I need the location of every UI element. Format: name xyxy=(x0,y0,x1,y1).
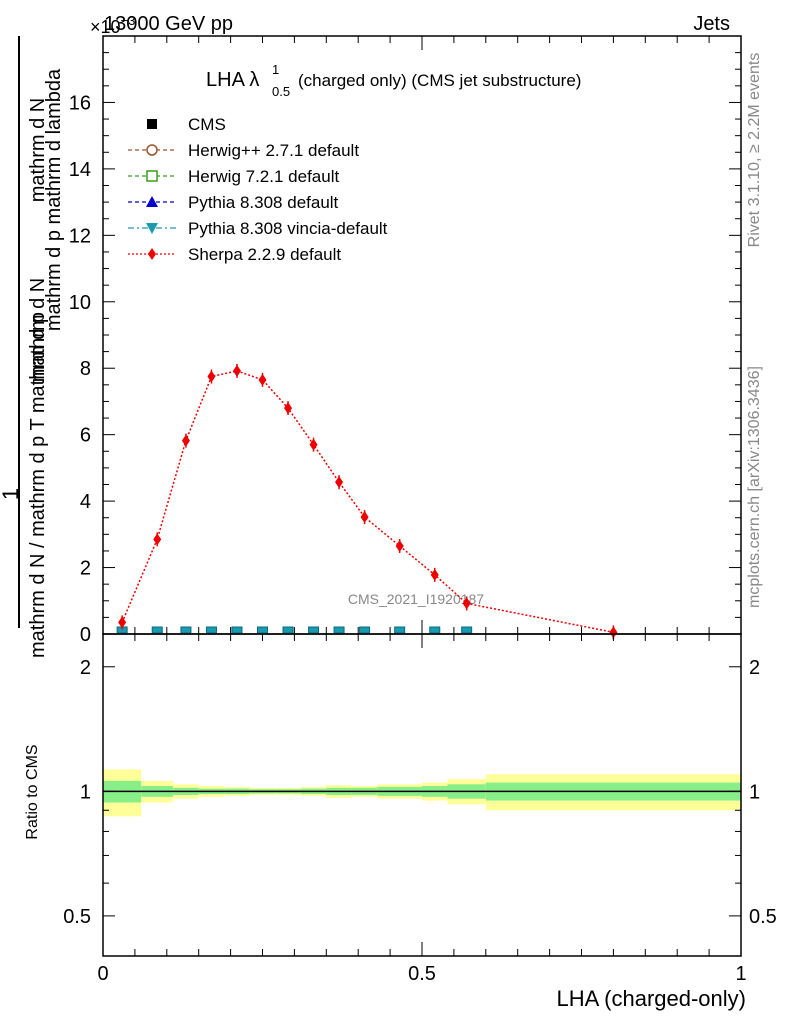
ratio-y-tick-label-right: 0.5 xyxy=(749,906,777,928)
sherpa-point xyxy=(430,568,439,581)
sherpa-point xyxy=(284,402,293,415)
mc-marker xyxy=(282,626,294,634)
legend-label: Herwig 7.2.1 default xyxy=(188,167,339,186)
y-tick-label: 4 xyxy=(80,491,91,513)
ratio-y-tick-label: 1 xyxy=(80,781,91,803)
mc-marker xyxy=(257,626,268,634)
legend-marker xyxy=(147,119,157,129)
sherpa-line xyxy=(121,370,614,634)
y-tick-label: 10 xyxy=(69,292,91,314)
plot-title-sup: 1 xyxy=(272,62,279,77)
ratio-y-label: Ratio to CMS xyxy=(24,744,41,839)
header-left: 13000 GeV pp xyxy=(104,13,233,35)
y-axis-label: 1 mathrm d N mathrm d p mathrm d lambda … xyxy=(0,36,65,658)
mc-marker xyxy=(333,626,345,634)
plot-title-rest: (charged only) (CMS jet substructure) xyxy=(298,71,581,90)
mc-marker xyxy=(429,626,441,634)
legend-label: Pythia 8.308 default xyxy=(188,193,339,212)
watermark: CMS_2021_I1920187 xyxy=(348,591,484,607)
legend-label: Herwig++ 2.7.1 default xyxy=(188,141,359,160)
sherpa-point xyxy=(232,364,241,377)
header-right: Jets xyxy=(693,13,730,35)
y-tick-label: 12 xyxy=(69,225,91,247)
sherpa-point xyxy=(609,626,618,639)
y-label-denominator-top: mathrm d N xyxy=(27,278,49,382)
sherpa-point xyxy=(258,373,267,386)
legend-item: Herwig 7.2.1 default xyxy=(128,167,339,186)
sherpa-point xyxy=(395,539,404,552)
legend-marker xyxy=(146,196,158,207)
ratio-y-tick-label: 2 xyxy=(80,657,91,679)
y-tick-label: 0 xyxy=(80,624,91,646)
y-label-top-numerator: mathrm d N xyxy=(27,98,49,202)
legend-marker xyxy=(146,223,158,234)
x-tick-label: 1 xyxy=(735,963,746,985)
y-tick-label: 14 xyxy=(69,159,91,181)
legend-item: Sherpa 2.2.9 default xyxy=(128,245,341,264)
y-multiplier: ×10−3 xyxy=(90,13,135,37)
legend-marker xyxy=(148,248,156,260)
plot-title: LHA λ xyxy=(206,69,259,91)
legend-marker xyxy=(146,144,158,156)
legend-item: Pythia 8.308 vincia-default xyxy=(128,219,388,238)
legend-label: Sherpa 2.2.9 default xyxy=(188,245,341,264)
legend-item: Pythia 8.308 default xyxy=(128,193,339,212)
plot-title-sub: 0.5 xyxy=(272,84,290,99)
y-tick-label: 8 xyxy=(80,358,91,380)
sherpa-point xyxy=(335,476,344,489)
ratio-y-tick-label: 0.5 xyxy=(63,906,91,928)
mcplots-label: mcplots.cern.ch [arXiv:1306.3436] xyxy=(746,366,763,608)
sherpa-point xyxy=(118,616,127,629)
y-tick-label: 2 xyxy=(80,558,91,580)
mc-marker xyxy=(180,626,192,634)
legend: CMS Herwig++ 2.7.1 default Herwig 7.2.1 de… xyxy=(128,115,388,264)
mc-marker xyxy=(394,626,406,634)
y-label-denominator-line1: mathrm d p mathrm d lambda xyxy=(43,68,65,331)
mc-marker xyxy=(359,626,371,634)
x-axis-label: LHA (charged-only) xyxy=(556,986,746,1011)
x-tick-label: 0 xyxy=(97,963,108,985)
mc-marker xyxy=(308,626,320,634)
ratio-y-tick-label-right: 1 xyxy=(749,781,760,803)
y-tick-label: 6 xyxy=(80,425,91,447)
y-label-numerator: 1 xyxy=(0,488,23,500)
sherpa-point xyxy=(309,438,318,451)
sherpa-point xyxy=(181,434,190,447)
sherpa-point xyxy=(360,511,369,524)
x-tick-label: 0.5 xyxy=(408,963,436,985)
mc-marker xyxy=(461,626,473,634)
mc-marker xyxy=(205,626,217,634)
mc-marker xyxy=(231,626,243,634)
ratio-y-tick-label-right: 2 xyxy=(749,657,760,679)
y-tick-label: 16 xyxy=(69,92,91,114)
sherpa-point xyxy=(153,533,162,546)
legend-label: Pythia 8.308 vincia-default xyxy=(188,219,388,238)
ratio-panel: 0 0.5 1 0.5 0.5 1 1 2 2 xyxy=(63,633,777,985)
y-label-bottom: mathrm d N / mathrm d p T mathrm d p xyxy=(27,312,49,658)
mc-marker xyxy=(151,626,163,634)
legend-marker xyxy=(146,170,158,182)
rivet-label: Rivet 3.1.10, ≥ 2.2M events xyxy=(746,53,763,248)
sherpa-point xyxy=(462,597,471,610)
legend-item: CMS xyxy=(147,115,226,134)
legend-label: CMS xyxy=(188,115,226,134)
main-panel: 0 2 4 6 8 10 12 14 16 xyxy=(69,35,742,646)
legend-item: Herwig++ 2.7.1 default xyxy=(128,141,359,160)
sherpa-point xyxy=(207,370,216,383)
